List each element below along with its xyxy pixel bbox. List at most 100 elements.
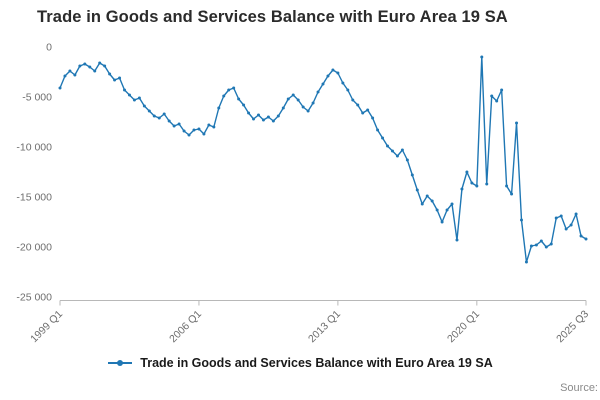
chart-point: [420, 202, 424, 206]
chart-point: [252, 117, 256, 121]
chart-point: [410, 173, 414, 177]
chart-point: [132, 98, 136, 102]
chart-point: [301, 105, 305, 109]
chart-point: [123, 88, 127, 92]
chart-point: [296, 98, 300, 102]
chart-point: [445, 208, 449, 212]
chart-point: [485, 182, 489, 186]
line-chart: 1999 Q1 2006 Q1 2013 Q1 2020 Q1 2025 Q3 0 -5 0…: [16, 42, 591, 346]
chart-point: [73, 73, 77, 77]
chart-point: [98, 61, 102, 65]
chart-point: [500, 88, 504, 92]
chart-point: [519, 218, 523, 222]
chart-point: [569, 223, 573, 227]
chart-point: [435, 208, 439, 212]
chart-point: [336, 71, 340, 75]
chart-point: [118, 76, 122, 80]
chart-point: [103, 64, 107, 68]
chart-point: [237, 97, 241, 101]
chart-point: [554, 216, 558, 220]
chart-point: [58, 86, 62, 90]
chart-line: [59, 56, 587, 263]
y-tick-label: -15 000: [16, 192, 52, 204]
y-tick-label: -25 000: [16, 292, 52, 304]
chart-point: [162, 112, 166, 116]
chart-point: [534, 243, 538, 247]
chart-point: [78, 64, 82, 68]
chart-point: [167, 119, 171, 123]
chart-point: [390, 149, 394, 153]
chart-point: [505, 184, 509, 188]
chart-point: [152, 114, 156, 118]
chart-point: [371, 116, 375, 120]
chart-point: [465, 170, 469, 174]
chart-point: [202, 132, 206, 136]
chart-point: [266, 115, 270, 119]
chart-point: [321, 82, 325, 86]
chart-point: [515, 121, 519, 125]
chart-point: [68, 69, 72, 73]
x-tick-label: 2020 Q1: [445, 308, 482, 345]
y-tick-label: -5 000: [22, 92, 52, 104]
chart-point: [316, 90, 320, 94]
chart-point: [584, 237, 588, 241]
chart-point: [232, 86, 236, 90]
chart-point: [306, 109, 310, 113]
chart-point: [376, 128, 380, 132]
chart-point: [405, 158, 409, 162]
chart-point: [475, 184, 479, 188]
chart-title: Trade in Goods and Services Balance with…: [37, 8, 508, 26]
legend-line-marker-icon: [108, 360, 133, 366]
y-tick-label: 0: [46, 42, 52, 54]
chart-point: [559, 214, 563, 218]
chart-point: [430, 199, 434, 203]
chart-point: [386, 144, 390, 148]
chart-point: [351, 98, 355, 102]
chart-point: [529, 244, 533, 248]
chart-point: [242, 103, 246, 107]
chart-point: [286, 97, 290, 101]
chart-point: [83, 62, 87, 66]
chart-point: [197, 127, 201, 131]
chart-point: [172, 124, 176, 128]
chart-point: [326, 74, 330, 78]
legend: Trade in Goods and Services Balance with…: [0, 356, 600, 370]
chart-point: [510, 192, 514, 196]
chart-point: [127, 93, 131, 97]
chart-point: [261, 118, 265, 122]
chart-point: [311, 101, 315, 105]
chart-point: [113, 78, 117, 82]
chart-point: [341, 81, 345, 85]
chart-point: [222, 94, 226, 98]
x-tick-label: 2025 Q3: [554, 308, 591, 345]
chart-point: [331, 68, 335, 72]
chart-point: [88, 65, 92, 69]
chart-point: [455, 238, 459, 242]
chart-point: [539, 239, 543, 243]
chart-point: [495, 99, 499, 103]
chart-point: [182, 129, 186, 133]
chart-point: [574, 212, 578, 216]
chart-point: [549, 242, 553, 246]
chart-point: [440, 220, 444, 224]
chart-point: [346, 88, 350, 92]
chart-point: [281, 106, 285, 110]
chart-point: [108, 72, 112, 76]
chart-point: [356, 103, 360, 107]
chart-point: [247, 111, 251, 115]
chart-point: [142, 104, 146, 108]
chart-point: [470, 181, 474, 185]
chart-point: [256, 113, 260, 117]
chart-point: [212, 125, 216, 129]
chart-point: [480, 55, 484, 59]
chart-point: [366, 108, 370, 112]
chart-point: [400, 148, 404, 152]
chart-point: [425, 194, 429, 198]
chart-point: [93, 69, 97, 73]
chart-point: [157, 116, 161, 120]
chart-point: [395, 154, 399, 158]
legend-label: Trade in Goods and Services Balance with…: [140, 356, 493, 370]
chart-point: [276, 114, 280, 118]
chart-point: [217, 106, 221, 110]
